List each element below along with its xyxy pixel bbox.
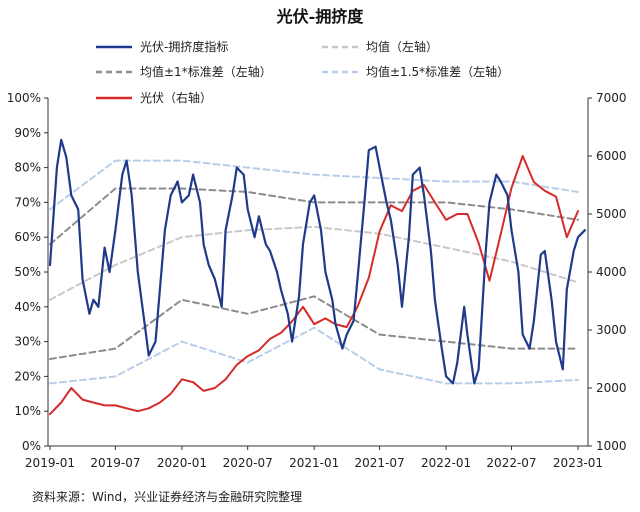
legend-item: 均值（左轴） [322,39,438,54]
legend-label: 光伏-拥挤度指标 [140,39,228,54]
legend-label: 光伏（右轴） [140,90,212,105]
y-left-tick-label: 40% [14,300,41,314]
x-tick-label: 2020-01 [157,456,207,470]
x-tick-label: 2023-01 [553,456,603,470]
x-tick-label: 2020-07 [223,456,273,470]
legend-item: 均值±1*标准差（左轴） [96,64,272,79]
y-right-tick-label: 5000 [596,207,627,221]
y-right-tick-label: 6000 [596,149,627,163]
y-right-tick-label: 1000 [596,439,627,453]
y-right-tick-label: 3000 [596,323,627,337]
y-left-tick-label: 50% [14,265,41,279]
y-left-tick-label: 80% [14,161,41,175]
y-left-tick-label: 100% [7,91,41,105]
y-left-tick-label: 70% [14,195,41,209]
pv-index-line [49,155,579,416]
mean-1std-line [49,295,579,360]
chart-title: 光伏-拥挤度 [276,7,365,26]
y-left-tick-label: 0% [22,439,41,453]
legend: 光伏-拥挤度指标 均值（左轴） 均值±1*标准差（左轴） 均值±1.5*标准差（左轴）… [96,39,509,105]
mean-line [49,225,579,301]
mean-1-5std-line [49,159,579,211]
y-left-tick-label: 10% [14,404,41,418]
axes: 0% 10% 20% 30% 40% 50% 60% 70% 80% 90% 100% 1000 200… [7,91,627,470]
y-right-tick-label: 2000 [596,381,627,395]
x-tick-label: 2022-01 [421,456,471,470]
y-left-tick-label: 90% [14,126,41,140]
y-left-tick-label: 30% [14,335,41,349]
y-left-tick-label: 60% [14,230,41,244]
x-tick-label: 2019-01 [25,456,75,470]
legend-label: 均值（左轴） [366,39,438,54]
x-tick-label: 2019-07 [90,456,140,470]
x-tick-label: 2021-07 [355,456,405,470]
crowding-index-line [48,138,586,385]
y-left-tick-label: 20% [14,369,41,383]
y-right-tick-label: 4000 [596,265,627,279]
legend-label: 均值±1.5*标准差（左轴） [366,64,509,79]
legend-item: 光伏（右轴） [96,90,212,105]
plot-area [48,138,586,416]
legend-item: 均值±1.5*标准差（左轴） [322,64,509,79]
legend-item: 光伏-拥挤度指标 [96,39,228,54]
y-right-tick-label: 7000 [596,91,627,105]
mean-1-5std-line [49,326,579,385]
legend-label: 均值±1*标准差（左轴） [140,64,272,79]
x-tick-label: 2021-01 [289,456,339,470]
source-note: 资料来源：Wind，兴业证券经济与金融研究院整理 [32,489,302,504]
x-tick-label: 2022-07 [486,456,536,470]
